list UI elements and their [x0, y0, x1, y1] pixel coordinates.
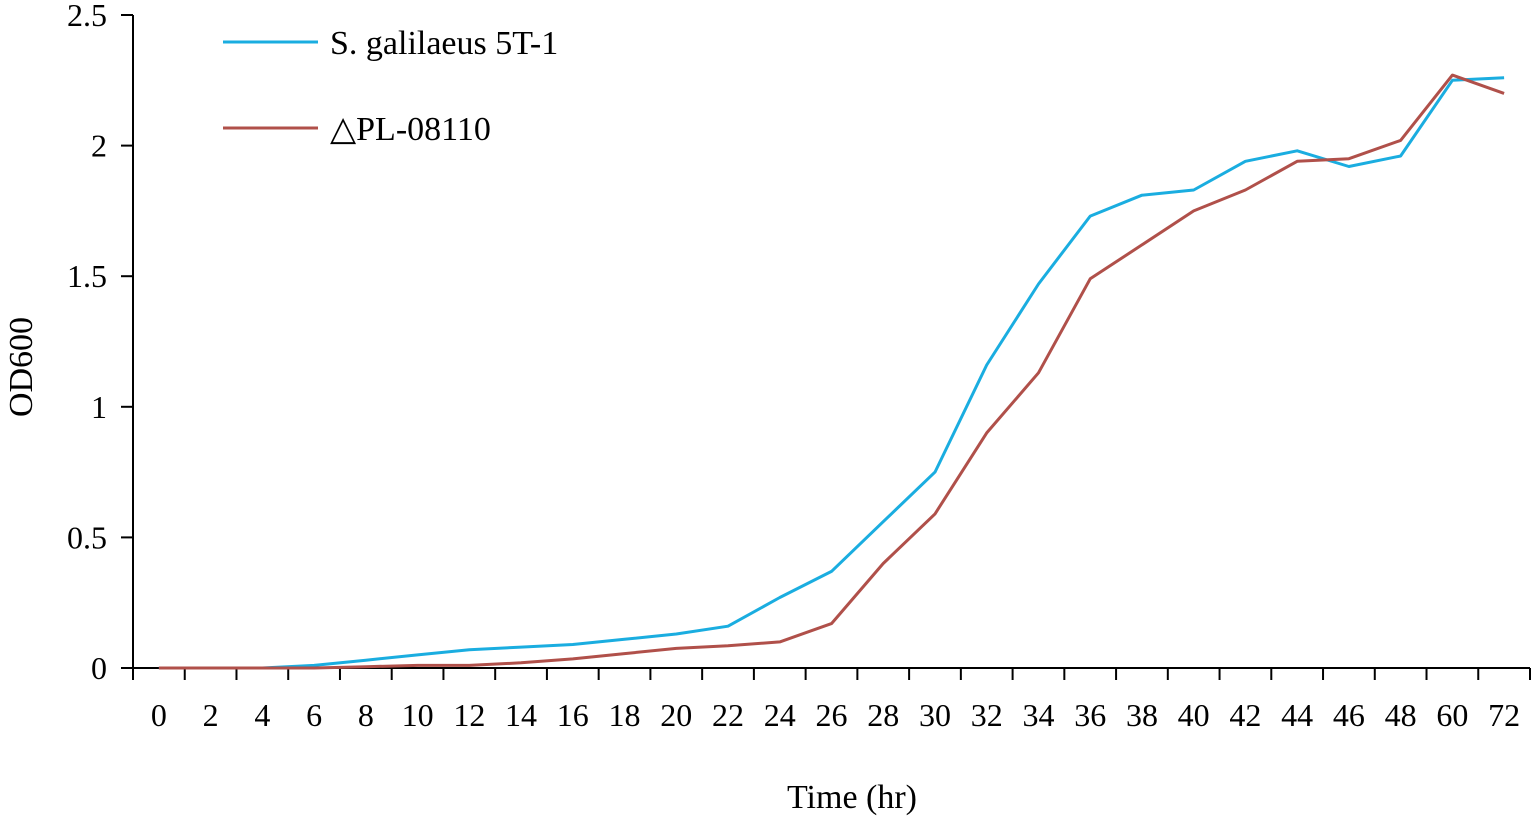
series-layer — [158, 73, 1505, 670]
legend: S. galilaeus 5T-1 △PL-08110 — [223, 25, 558, 148]
x-tick-label: 32 — [971, 697, 1003, 733]
series-line-1 — [158, 76, 1505, 670]
axes-group: 00.511.522.50 2 4 6 8 10 12 14 16 18 20 22 24 26 28 30 3… — [67, 0, 1531, 733]
x-tick-label: 72 — [1488, 697, 1520, 733]
x-tick-label: 48 — [1385, 697, 1417, 733]
x-tick-label: 30 — [919, 697, 951, 733]
x-tick-label: 26 — [816, 697, 848, 733]
y-tick-label: 1 — [91, 389, 107, 425]
y-tick-label: 0 — [91, 650, 107, 686]
x-tick-label: 16 — [557, 697, 589, 733]
x-tick-label: 42 — [1229, 697, 1261, 733]
x-tick-label: 14 — [505, 697, 537, 733]
x-tick-label: 2 — [203, 697, 219, 733]
y-tick-label: 0.5 — [67, 519, 107, 555]
x-tick-label: 38 — [1126, 697, 1158, 733]
y-tick-label: 2.5 — [67, 0, 107, 33]
x-tick-label: 12 — [453, 697, 485, 733]
x-tick-label: 60 — [1436, 697, 1468, 733]
x-tick-label: 34 — [1022, 697, 1054, 733]
x-tick-label: 28 — [867, 697, 899, 733]
x-tick-label: 4 — [254, 697, 270, 733]
x-tick-label: 10 — [402, 697, 434, 733]
x-tick-label: 22 — [712, 697, 744, 733]
x-tick-label: 18 — [609, 697, 641, 733]
x-tick-label: 0 — [151, 697, 167, 733]
x-tick-label: 20 — [660, 697, 692, 733]
x-tick-label: 46 — [1333, 697, 1365, 733]
legend-label-2: △PL-08110 — [330, 111, 491, 148]
x-tick-label: 8 — [358, 697, 374, 733]
x-tick-label: 44 — [1281, 697, 1313, 733]
x-tick-label: 36 — [1074, 697, 1106, 733]
series-line-2 — [158, 73, 1505, 670]
x-tick-label: 40 — [1178, 697, 1210, 733]
x-tick-label: 24 — [764, 697, 796, 733]
y-tick-label: 2 — [91, 128, 107, 164]
x-axis-title: Time (hr) — [787, 779, 917, 816]
y-axis-title: OD600 — [3, 317, 40, 417]
y-tick-label: 1.5 — [67, 258, 107, 294]
legend-label-1: S. galilaeus 5T-1 — [330, 25, 558, 62]
x-tick-label: 6 — [306, 697, 322, 733]
